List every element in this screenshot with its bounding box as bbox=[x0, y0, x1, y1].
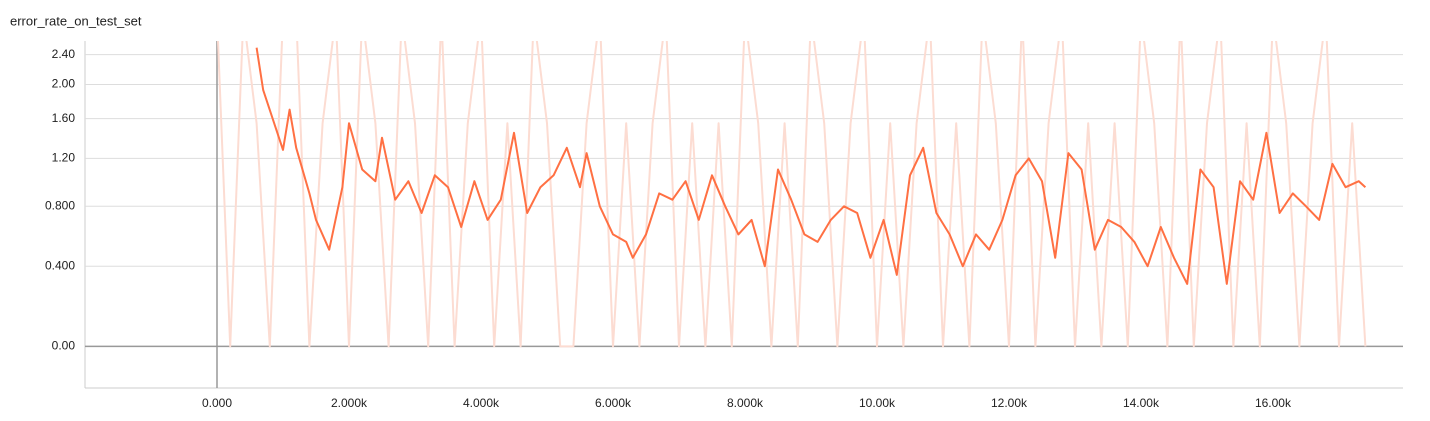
x-tick-label: 16.00k bbox=[1255, 396, 1292, 410]
series-line bbox=[217, 41, 1367, 348]
x-tick-label: 14.00k bbox=[1123, 396, 1160, 410]
y-tick-label: 1.60 bbox=[52, 111, 76, 125]
x-tick-label: 0.000 bbox=[202, 396, 232, 410]
x-tick-label: 8.000k bbox=[727, 396, 764, 410]
y-tick-label: 1.20 bbox=[52, 151, 76, 165]
y-tick-label: 0.00 bbox=[52, 339, 76, 353]
y-tick-label: 2.00 bbox=[52, 77, 76, 91]
plot-area bbox=[217, 41, 1367, 348]
chart-title: error_rate_on_test_set bbox=[10, 13, 142, 28]
x-tick-label: 10.00k bbox=[859, 396, 896, 410]
series-line bbox=[255, 47, 1367, 285]
y-tick-label: 2.40 bbox=[52, 47, 76, 61]
x-tick-label: 4.000k bbox=[463, 396, 500, 410]
x-tick-label: 2.000k bbox=[331, 396, 368, 410]
y-tick-label: 0.400 bbox=[45, 258, 75, 272]
x-tick-label: 6.000k bbox=[595, 396, 632, 410]
y-tick-label: 0.800 bbox=[45, 198, 75, 212]
x-tick-label: 12.00k bbox=[991, 396, 1028, 410]
